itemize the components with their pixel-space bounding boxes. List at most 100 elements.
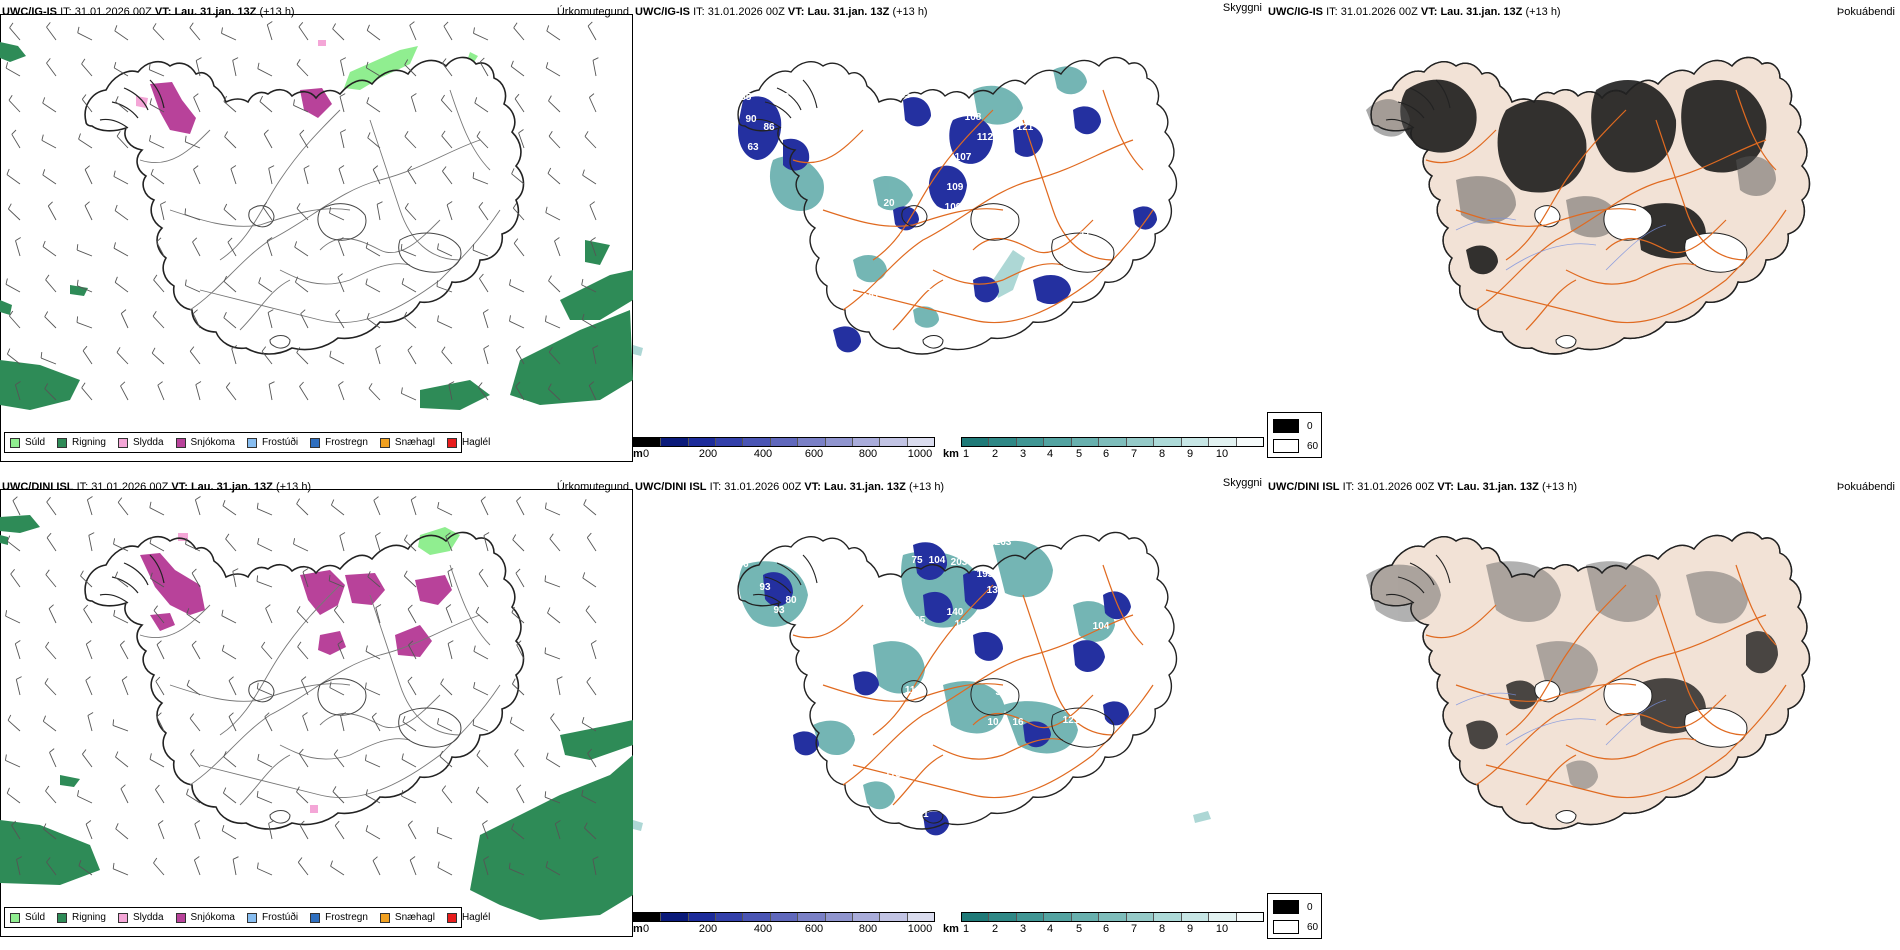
vt-value: Lau. 31.jan. 13Z [823,481,906,493]
wind-barb-flag [232,856,239,860]
wind-barb-flag [409,856,416,861]
wind-barb [302,571,309,588]
ceiling-value-label: 63 [747,142,759,153]
wind-barb [44,316,57,329]
km-unit: km [943,923,959,935]
wind-barb-flag [225,533,230,540]
ceiling-bar-segment [661,913,689,921]
wind-barb [589,205,597,221]
wind-barb-flag [150,572,153,579]
wind-barb-flag [157,381,163,386]
wind-barb-flag [149,135,152,142]
wind-barb-flag [223,312,227,318]
wind-barb [483,535,489,552]
wind-barb-flag [547,167,552,174]
wind-barb-flag [87,712,94,716]
wind-barb-flag [155,676,161,682]
wind-barb [513,243,525,257]
wind-barb-flag [475,786,480,793]
ceiling-bar-segment [1209,438,1237,446]
wind-barb [516,788,525,804]
panel-title-fog: Þokuábendi [1836,6,1895,18]
wind-barb [441,790,453,804]
wind-barb [257,68,273,77]
ceiling-bar-segment [907,438,934,446]
wind-barb [373,500,381,516]
wind-barb [9,27,21,41]
wind-barb-flag [338,237,344,242]
wind-barb [155,789,165,804]
wind-barb [544,652,561,660]
wind-barb [401,249,417,257]
wind-barb [11,134,21,149]
wind-barb [295,281,309,293]
wind-barb [293,543,309,552]
wind-barb [44,388,57,401]
wind-barb [511,173,525,185]
ceiling-value-label: 95 [725,110,737,121]
wind-barb [478,386,489,401]
wind-barb [437,320,453,329]
wind-barb-flag [48,604,54,609]
wind-barb [436,286,453,293]
wind-barb-flag [296,786,300,793]
fog-panel-bottom: UWC/DINI ISL IT: 31.01.2026 00Z VT: Lau.… [1266,475,1899,950]
wind-barb-flag [8,203,12,210]
wind-barb [190,753,201,768]
wind-barb-flag [372,165,379,170]
wind-barb [408,644,417,660]
legend-label: Súld [25,912,46,923]
wind-barb [189,351,201,365]
wind-barb-flag [371,712,377,718]
meter-tick: 1000 [907,923,933,935]
wind-barb [149,758,165,768]
wind-barb-flag [148,63,151,70]
wind-barb [404,64,417,77]
wind-barb-flag [441,346,446,353]
wind-barb-flag [152,310,157,317]
ceiling-bar-segment [798,438,826,446]
wind-barb [404,539,417,552]
wind-barb [263,133,273,149]
ceiling-bar-segment [1126,913,1155,921]
wind-barb-flag [365,242,369,249]
wind-barb [544,580,561,588]
wind-barb-flag [339,93,346,97]
legend-label: Slydda [132,912,164,923]
wind-barb [439,756,453,768]
wind-barb-flag [192,309,198,314]
legend-swatch [117,912,128,923]
wind-barb [407,608,417,624]
ceiling-bar-segment [825,438,853,446]
wind-barb-flag [256,682,259,689]
wind-barb-flag [43,823,47,830]
wind-barb-flag [46,58,51,64]
wind-barb-flag [544,791,547,798]
wind-barb [518,132,525,149]
wind-barb-flag [186,679,190,686]
wind-barb [592,348,597,365]
wind-barb-flag [443,21,449,27]
wind-barb [339,96,345,113]
ceiling-value-label: 101 [863,292,880,303]
legend-swatch [117,437,128,448]
wind-barb [194,499,201,516]
wind-barb [193,97,201,113]
wind-barb [581,795,597,804]
wind-barb [588,97,597,113]
wind-barb [480,500,489,516]
wind-barb-flag [545,62,549,69]
wind-barb-flag [112,862,115,869]
ceiling-value-label: 93 [773,605,785,616]
wind-barb [475,612,489,624]
ceiling-value-label: 92 [925,76,937,87]
wind-barb-flag [516,784,522,790]
wind-barb [299,134,309,149]
wind-barb [257,543,273,552]
legend-item: Slydda [117,437,164,448]
wind-barb [221,830,237,840]
wind-barb-flag [329,207,332,214]
vt-value: Lau. 31.jan. 13Z [1456,481,1539,493]
wind-barb [116,135,129,149]
wind-barb-flag [376,201,383,205]
